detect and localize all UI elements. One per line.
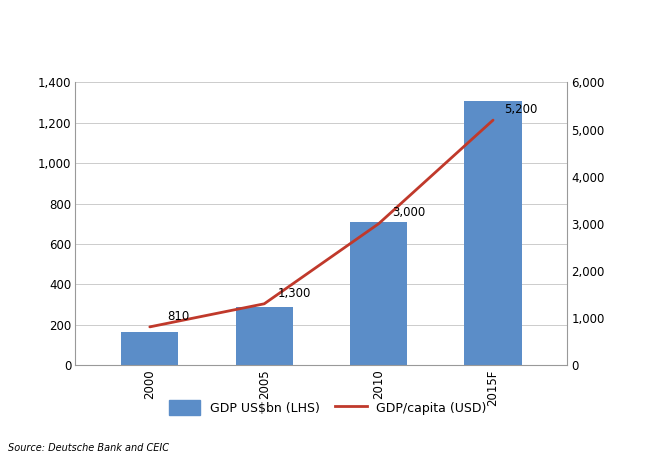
Bar — [236, 308, 293, 365]
Legend: GDP US$bn (LHS), GDP/capita (USD): GDP US$bn (LHS), GDP/capita (USD) — [169, 400, 487, 414]
Bar — [464, 101, 522, 365]
Text: Figure 7: GDP US$bn and Per Capita (nominal): Figure 7: GDP US$bn and Per Capita (nomi… — [5, 12, 390, 27]
Text: 810: 810 — [167, 309, 189, 323]
Text: 3,000: 3,000 — [392, 206, 426, 219]
Text: 5,200: 5,200 — [504, 103, 538, 116]
Bar — [350, 222, 407, 365]
Text: Source: Deutsche Bank and CEIC: Source: Deutsche Bank and CEIC — [8, 443, 169, 453]
Text: 1,300: 1,300 — [278, 286, 312, 300]
Bar — [121, 332, 178, 365]
